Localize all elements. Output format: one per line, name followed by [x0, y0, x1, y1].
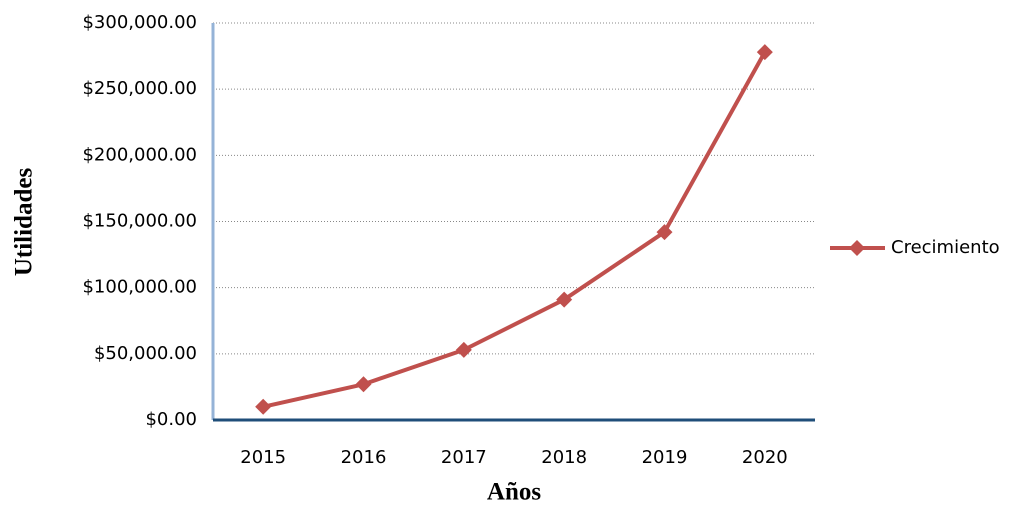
y-tick-label: $0.00 [145, 409, 197, 430]
x-axis-title: Años [487, 479, 541, 506]
x-tick-label: 2017 [441, 447, 487, 468]
marker [556, 291, 573, 308]
marker [455, 341, 472, 358]
legend-marker [849, 240, 865, 256]
y-axis-title: Utilidades [11, 168, 38, 277]
x-tick-label: 2016 [341, 447, 387, 468]
x-tick-label: 2018 [541, 447, 587, 468]
x-tick-label: 2019 [642, 447, 688, 468]
marker [656, 224, 673, 241]
y-tick-label: $150,000.00 [82, 211, 197, 232]
y-tick-label: $300,000.00 [82, 12, 197, 33]
marker [756, 44, 773, 61]
marker [355, 376, 372, 393]
line [262, 51, 767, 409]
legend-label: Crecimiento [891, 237, 1000, 258]
x-tick-label: 2020 [742, 447, 788, 468]
marker [255, 398, 272, 415]
y-tick-label: $200,000.00 [82, 144, 197, 165]
y-tick-label: $250,000.00 [82, 78, 197, 99]
x-tick-label: 2015 [240, 447, 286, 468]
y-tick-label: $50,000.00 [94, 343, 197, 364]
y-tick-label: $100,000.00 [82, 277, 197, 298]
